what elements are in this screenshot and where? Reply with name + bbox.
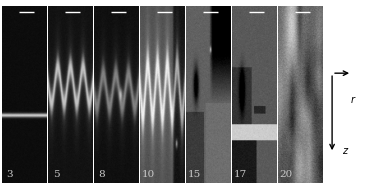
Text: 5: 5 [53,170,59,179]
Text: 8: 8 [99,170,105,179]
Text: 10: 10 [141,170,155,179]
Text: 20: 20 [279,170,293,179]
Text: 15: 15 [187,170,201,179]
Text: 17: 17 [234,170,246,179]
Text: r: r [351,95,355,105]
Text: 3: 3 [7,170,13,179]
Text: z: z [342,146,347,156]
